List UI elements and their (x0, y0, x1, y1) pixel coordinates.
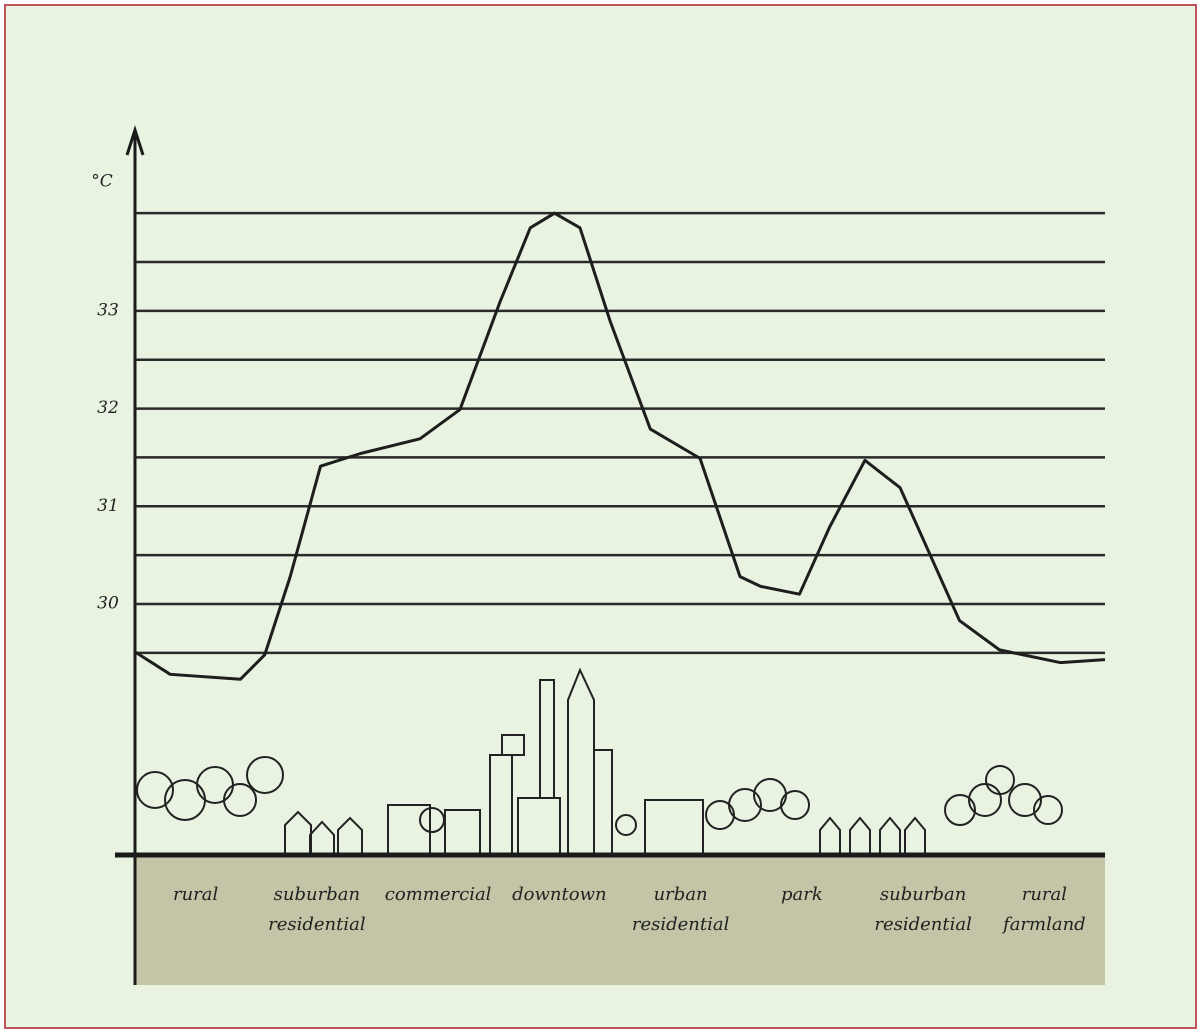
temperature-line (135, 213, 1105, 679)
zone-label: suburban residential (863, 880, 983, 940)
y-tick-label: 32 (97, 398, 119, 418)
zone-label: downtown (499, 880, 619, 910)
y-tick-label: 33 (97, 300, 119, 320)
zone-label: urban residential (621, 880, 741, 940)
chart: °C 30 31 32 33 (0, 0, 1201, 1033)
y-axis-label: °C (91, 172, 113, 192)
skyline (137, 670, 1062, 855)
zone-label: park (742, 880, 862, 910)
zone-label: rural farmland (984, 880, 1104, 940)
zone-label: suburban residential (257, 880, 377, 940)
y-tick-label: 30 (97, 593, 119, 613)
y-tick-label: 31 (97, 496, 119, 516)
zone-label: rural (136, 880, 256, 910)
zone-label: commercial (378, 880, 498, 910)
